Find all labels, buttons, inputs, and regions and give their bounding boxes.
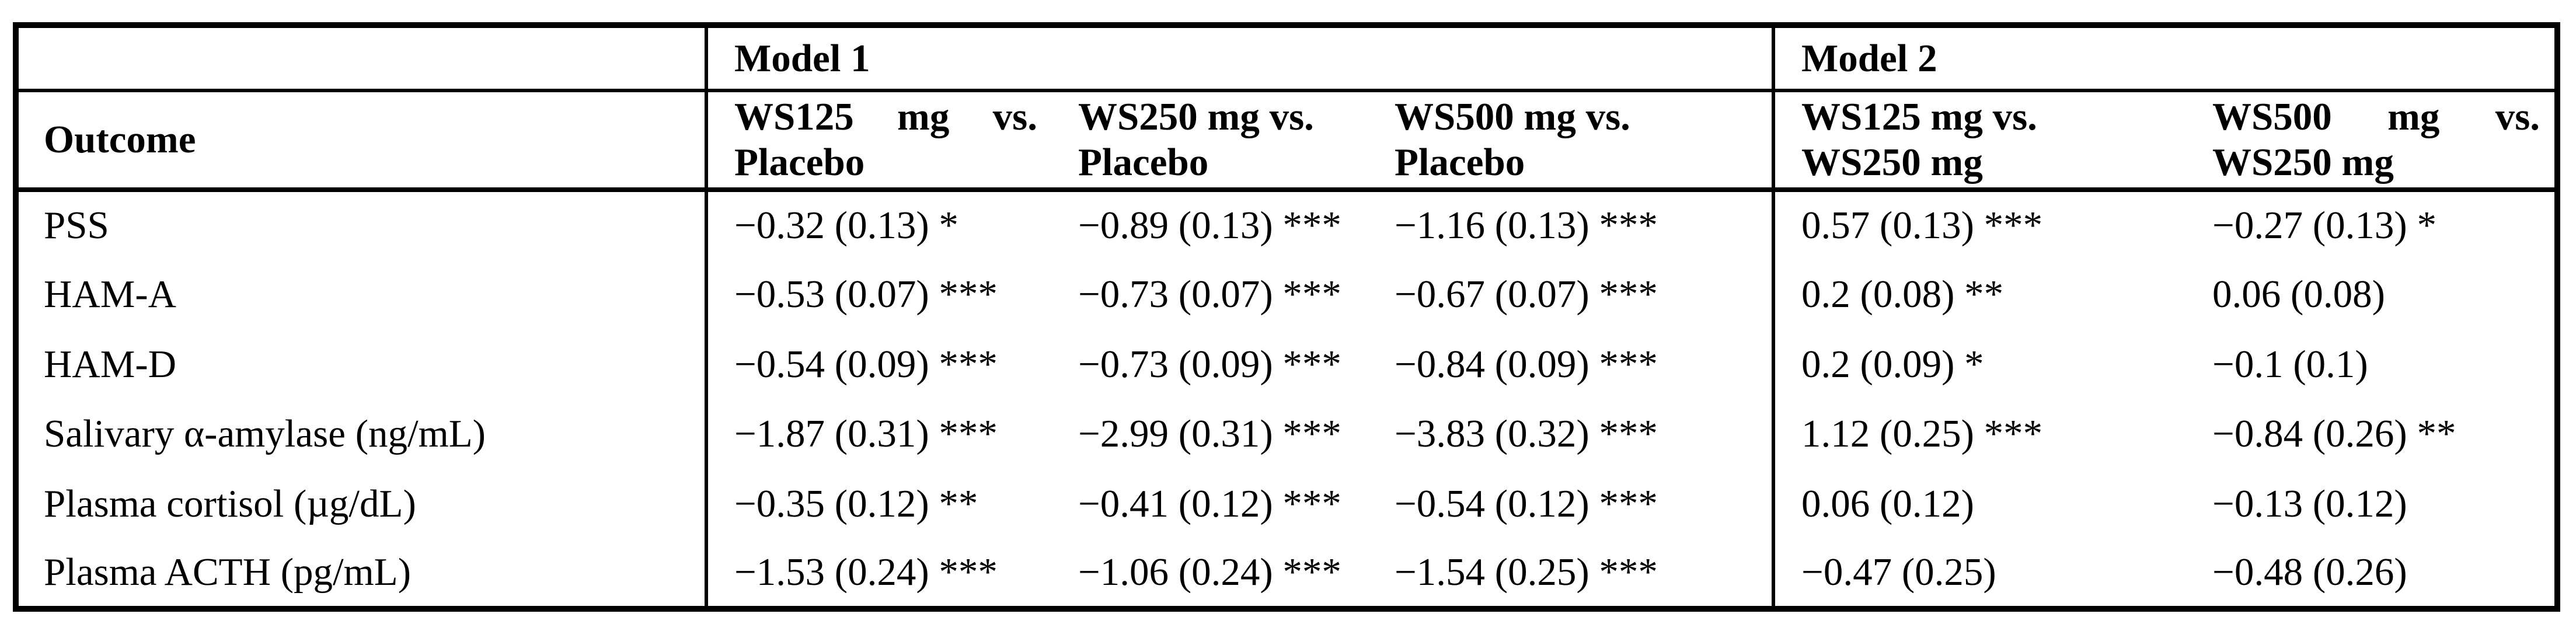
value-cell: −0.47 (0.25) <box>1772 539 2187 609</box>
value-cell: −0.1 (0.1) <box>2212 342 2368 386</box>
value-cell: −2.99 (0.31) *** <box>1078 412 1341 456</box>
col-header-ws500-vs-ws250: WS500 mg vs. WS250 mg <box>2186 90 2558 192</box>
value-cell: 1.12 (0.25) *** <box>1772 399 2187 469</box>
value-cell: −1.54 (0.25) *** <box>1395 550 1658 594</box>
col-header-ws125-vs-ws250: WS125 mg vs. WS250 mg <box>1772 90 2187 192</box>
value-cell: −0.48 (0.26) <box>2212 550 2407 594</box>
col-header-line2: Placebo <box>1078 140 1209 184</box>
col-header-line1: WS500 mg vs. <box>1395 95 1630 138</box>
value-cell: 0.57 (0.13) *** <box>1772 190 2187 260</box>
outcome-cell: PSS <box>44 204 109 247</box>
col-header-line1: WS500 mg vs. <box>2212 95 2540 138</box>
col-header-ws250-vs-placebo: WS250 mg vs. Placebo <box>1052 90 1368 192</box>
group-header-row: Model 1 Model 2 <box>16 25 2558 92</box>
value-cell: 0.2 (0.08) ** <box>1772 259 2187 330</box>
table-row-plasma-cortisol: Plasma cortisol (µg/dL) −0.35 (0.12) ** … <box>16 469 2557 539</box>
value-cell: −3.83 (0.32) *** <box>1395 412 1658 456</box>
outcome-cell: HAM-A <box>44 272 177 316</box>
empty-corner-cell <box>16 25 706 92</box>
value-cell: −0.32 (0.13) * <box>705 190 1052 260</box>
value-cell: −0.41 (0.12) *** <box>1078 482 1341 525</box>
value-cell: −1.06 (0.24) *** <box>1078 550 1341 594</box>
outcome-column-header: Outcome <box>16 90 706 192</box>
model2-group-header: Model 2 <box>1772 25 2558 92</box>
col-header-line2: WS250 mg <box>2212 140 2394 184</box>
outcome-cell: Salivary α-amylase (ng/mL) <box>44 412 486 456</box>
table-row-plasma-acth: Plasma ACTH (pg/mL) −1.53 (0.24) *** −1.… <box>16 539 2557 609</box>
col-header-line1: WS125 mg vs. <box>734 95 1037 138</box>
col-header-ws500-vs-placebo: WS500 mg vs. Placebo <box>1368 90 1774 192</box>
col-header-line2: WS250 mg <box>1801 140 1983 184</box>
col-header-line1: WS250 mg vs. <box>1078 95 1314 138</box>
value-cell: −0.84 (0.26) ** <box>2212 412 2456 456</box>
value-cell: −1.87 (0.31) *** <box>705 399 1052 469</box>
value-cell: 0.06 (0.08) <box>2212 272 2385 316</box>
value-cell: −0.73 (0.07) *** <box>1078 272 1341 316</box>
table-row-pss: PSS −0.32 (0.13) * −0.89 (0.13) *** −1.1… <box>16 190 2557 260</box>
value-cell: −0.67 (0.07) *** <box>1395 272 1658 316</box>
value-cell: 0.06 (0.12) <box>1772 469 2187 539</box>
outcome-cell: HAM-D <box>44 342 177 386</box>
col-header-ws125-vs-placebo: WS125 mg vs. Placebo <box>705 90 1052 192</box>
value-cell: −0.84 (0.09) *** <box>1395 342 1658 386</box>
col-header-line2: Placebo <box>1395 140 1525 184</box>
table-row-ham-a: HAM-A −0.53 (0.07) *** −0.73 (0.07) *** … <box>16 259 2557 330</box>
col-header-line2: Placebo <box>734 140 865 184</box>
table-row-salivary-amylase: Salivary α-amylase (ng/mL) −1.87 (0.31) … <box>16 399 2557 469</box>
value-cell: −0.54 (0.09) *** <box>705 329 1052 399</box>
column-header-row: Outcome WS125 mg vs. Placebo WS250 mg vs… <box>16 90 2558 192</box>
col-header-line1: WS125 mg vs. <box>1801 95 2037 138</box>
value-cell: −0.27 (0.13) * <box>2212 204 2436 247</box>
value-cell: −0.53 (0.07) *** <box>705 259 1052 330</box>
outcome-cell: Plasma cortisol (µg/dL) <box>44 482 416 525</box>
model1-group-header: Model 1 <box>704 25 1774 92</box>
value-cell: −0.89 (0.13) *** <box>1078 204 1341 247</box>
value-cell: −1.53 (0.24) *** <box>705 539 1052 609</box>
value-cell: −0.73 (0.09) *** <box>1078 342 1341 386</box>
outcome-cell: Plasma ACTH (pg/mL) <box>44 550 412 594</box>
value-cell: −0.13 (0.12) <box>2212 482 2407 525</box>
results-table: Model 1 Model 2 Outcome WS125 mg vs. Pla… <box>13 22 2561 612</box>
value-cell: −0.35 (0.12) ** <box>705 469 1052 539</box>
value-cell: −0.54 (0.12) *** <box>1395 482 1658 525</box>
value-cell: −1.16 (0.13) *** <box>1395 204 1658 247</box>
table-row-ham-d: HAM-D −0.54 (0.09) *** −0.73 (0.09) *** … <box>16 329 2557 399</box>
value-cell: 0.2 (0.09) * <box>1772 329 2187 399</box>
